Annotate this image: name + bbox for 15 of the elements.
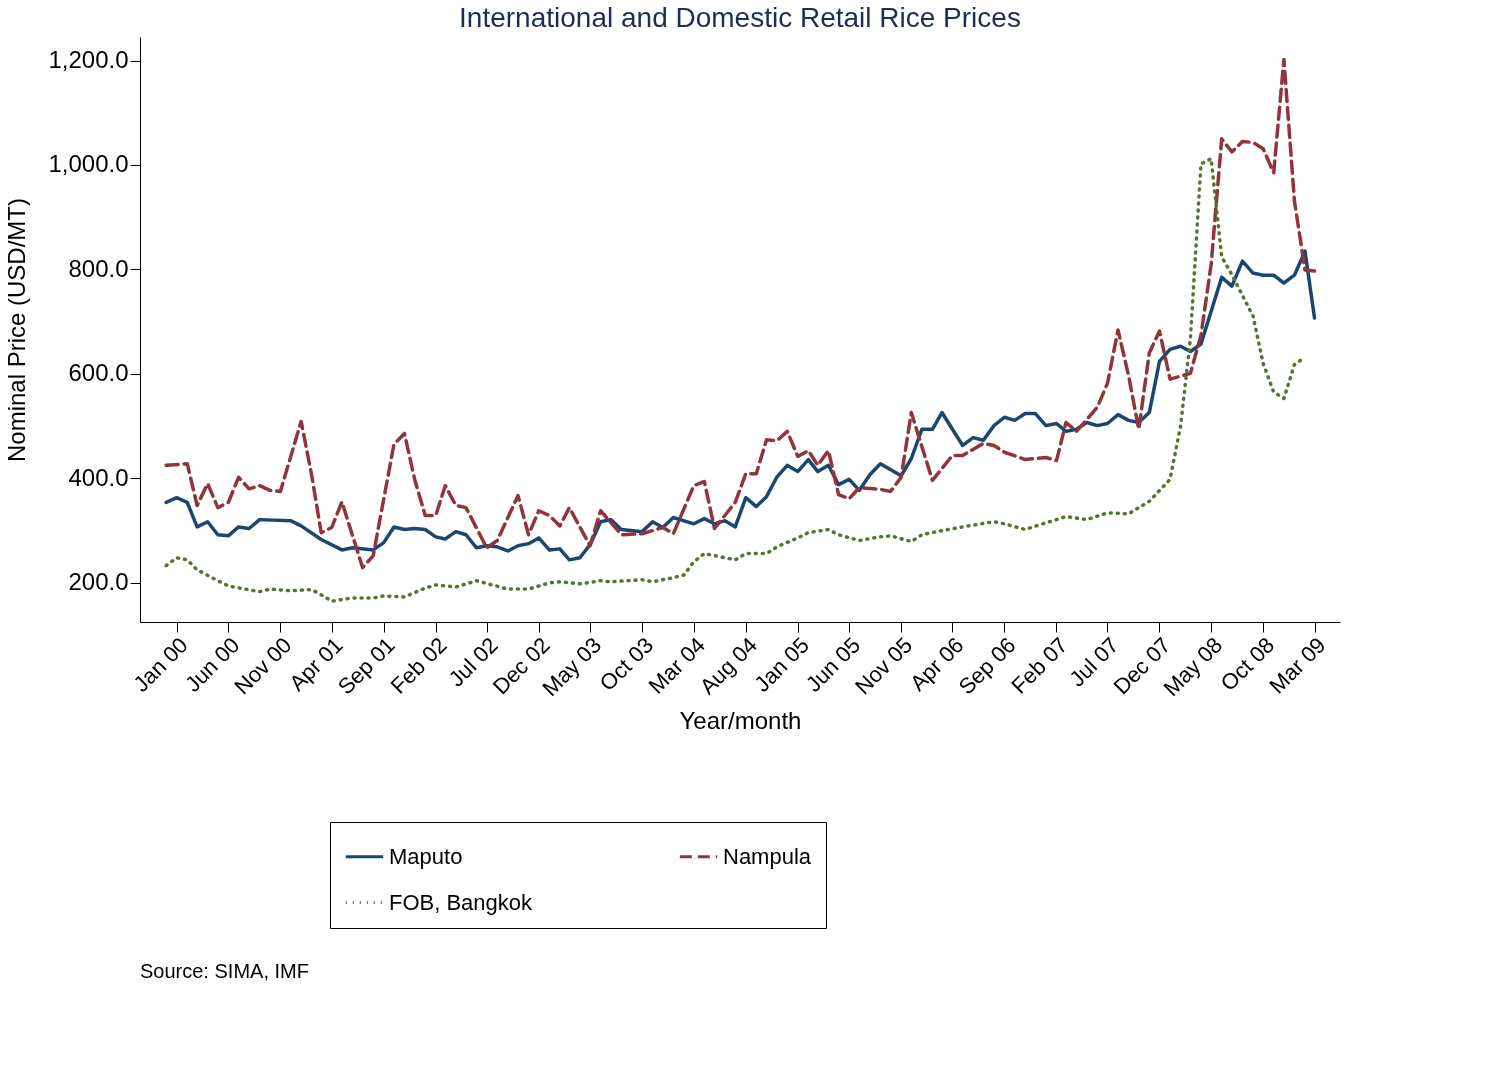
- source-note: Source: SIMA, IMF: [140, 960, 309, 982]
- y-tick-label: 1,200.0: [48, 46, 129, 73]
- x-axis-title: Year/month: [679, 707, 802, 735]
- y-tick-label: 600.0: [68, 359, 129, 387]
- y-tick-label: 1,000.0: [48, 150, 129, 178]
- y-tick-label: 400.0: [68, 463, 129, 491]
- line-series: [164, 249, 1317, 562]
- line-series: [164, 57, 1317, 570]
- legend-label: Nampula: [723, 843, 812, 869]
- legend-label: Maputo: [389, 843, 463, 869]
- y-axis-title: Nominal Price (USD/MT): [3, 197, 31, 463]
- legend-label: FOB, Bangkok: [389, 889, 534, 915]
- y-tick-label: 200.0: [68, 568, 129, 596]
- y-tick-label: 800.0: [68, 254, 129, 282]
- chart-title: International and Domestic Retail Rice Prices: [459, 2, 1021, 33]
